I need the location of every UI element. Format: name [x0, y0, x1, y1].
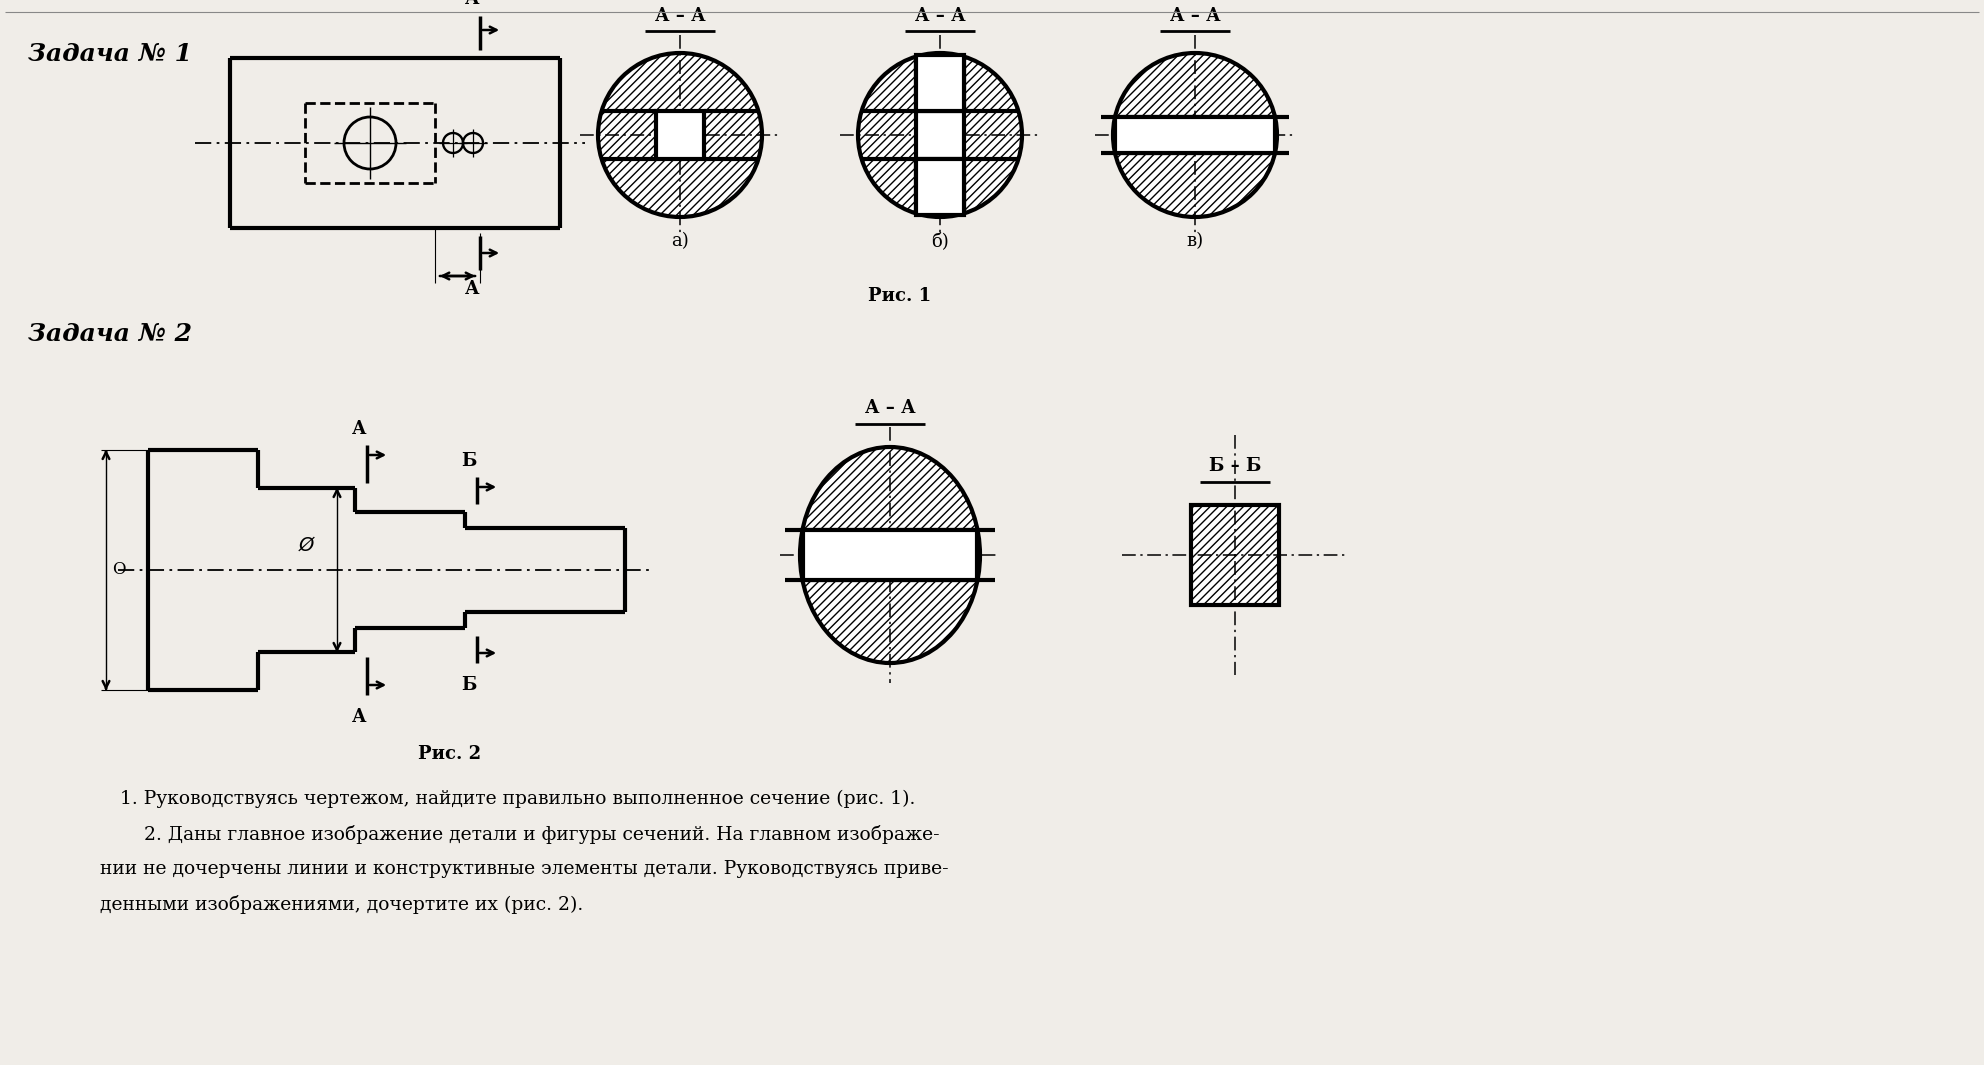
Bar	[917, 159, 964, 215]
Text: денными изображениями, дочертите их (рис. 2).: денными изображениями, дочертите их (рис…	[99, 895, 583, 914]
Bar	[1190, 505, 1280, 605]
Text: нии не дочерчены линии и конструктивные элементы детали. Руководствуясь приве-: нии не дочерчены линии и конструктивные …	[99, 861, 948, 878]
Ellipse shape	[800, 447, 980, 663]
Text: А: А	[464, 0, 480, 9]
Text: Задача № 1: Задача № 1	[28, 42, 192, 66]
Text: А: А	[351, 708, 367, 726]
Ellipse shape	[597, 53, 762, 217]
Text: б): б)	[930, 232, 948, 250]
Text: А – А: А – А	[915, 7, 966, 24]
Text: А: А	[464, 280, 480, 298]
Text: 1. Руководствуясь чертежом, найдите правильно выполненное сечение (рис. 1).: 1. Руководствуясь чертежом, найдите прав…	[119, 790, 915, 808]
Bar	[917, 55, 964, 111]
Text: А – А: А – А	[1171, 7, 1220, 24]
Text: 2. Даны главное изображение детали и фигуры сечений. На главном изображе-: 2. Даны главное изображение детали и фиг…	[119, 825, 940, 843]
Ellipse shape	[1113, 53, 1278, 217]
Bar	[917, 111, 964, 159]
Bar	[657, 111, 704, 159]
Text: О: О	[113, 561, 127, 578]
Text: Б – Б: Б – Б	[1208, 457, 1262, 475]
Text: в): в)	[1186, 232, 1204, 250]
Bar	[1115, 117, 1276, 153]
Text: А – А: А – А	[655, 7, 706, 24]
Ellipse shape	[857, 53, 1022, 217]
Text: Ø: Ø	[300, 536, 313, 555]
Text: Б: Б	[462, 676, 476, 694]
Text: А: А	[351, 420, 367, 438]
Text: а): а)	[671, 232, 688, 250]
Text: Рис. 1: Рис. 1	[869, 286, 932, 305]
Text: Задача № 2: Задача № 2	[28, 322, 192, 346]
Text: Рис. 2: Рис. 2	[419, 746, 482, 763]
Text: А – А: А – А	[865, 399, 915, 417]
Bar	[1190, 505, 1280, 605]
Bar	[804, 530, 976, 580]
Text: Б: Б	[462, 452, 476, 470]
